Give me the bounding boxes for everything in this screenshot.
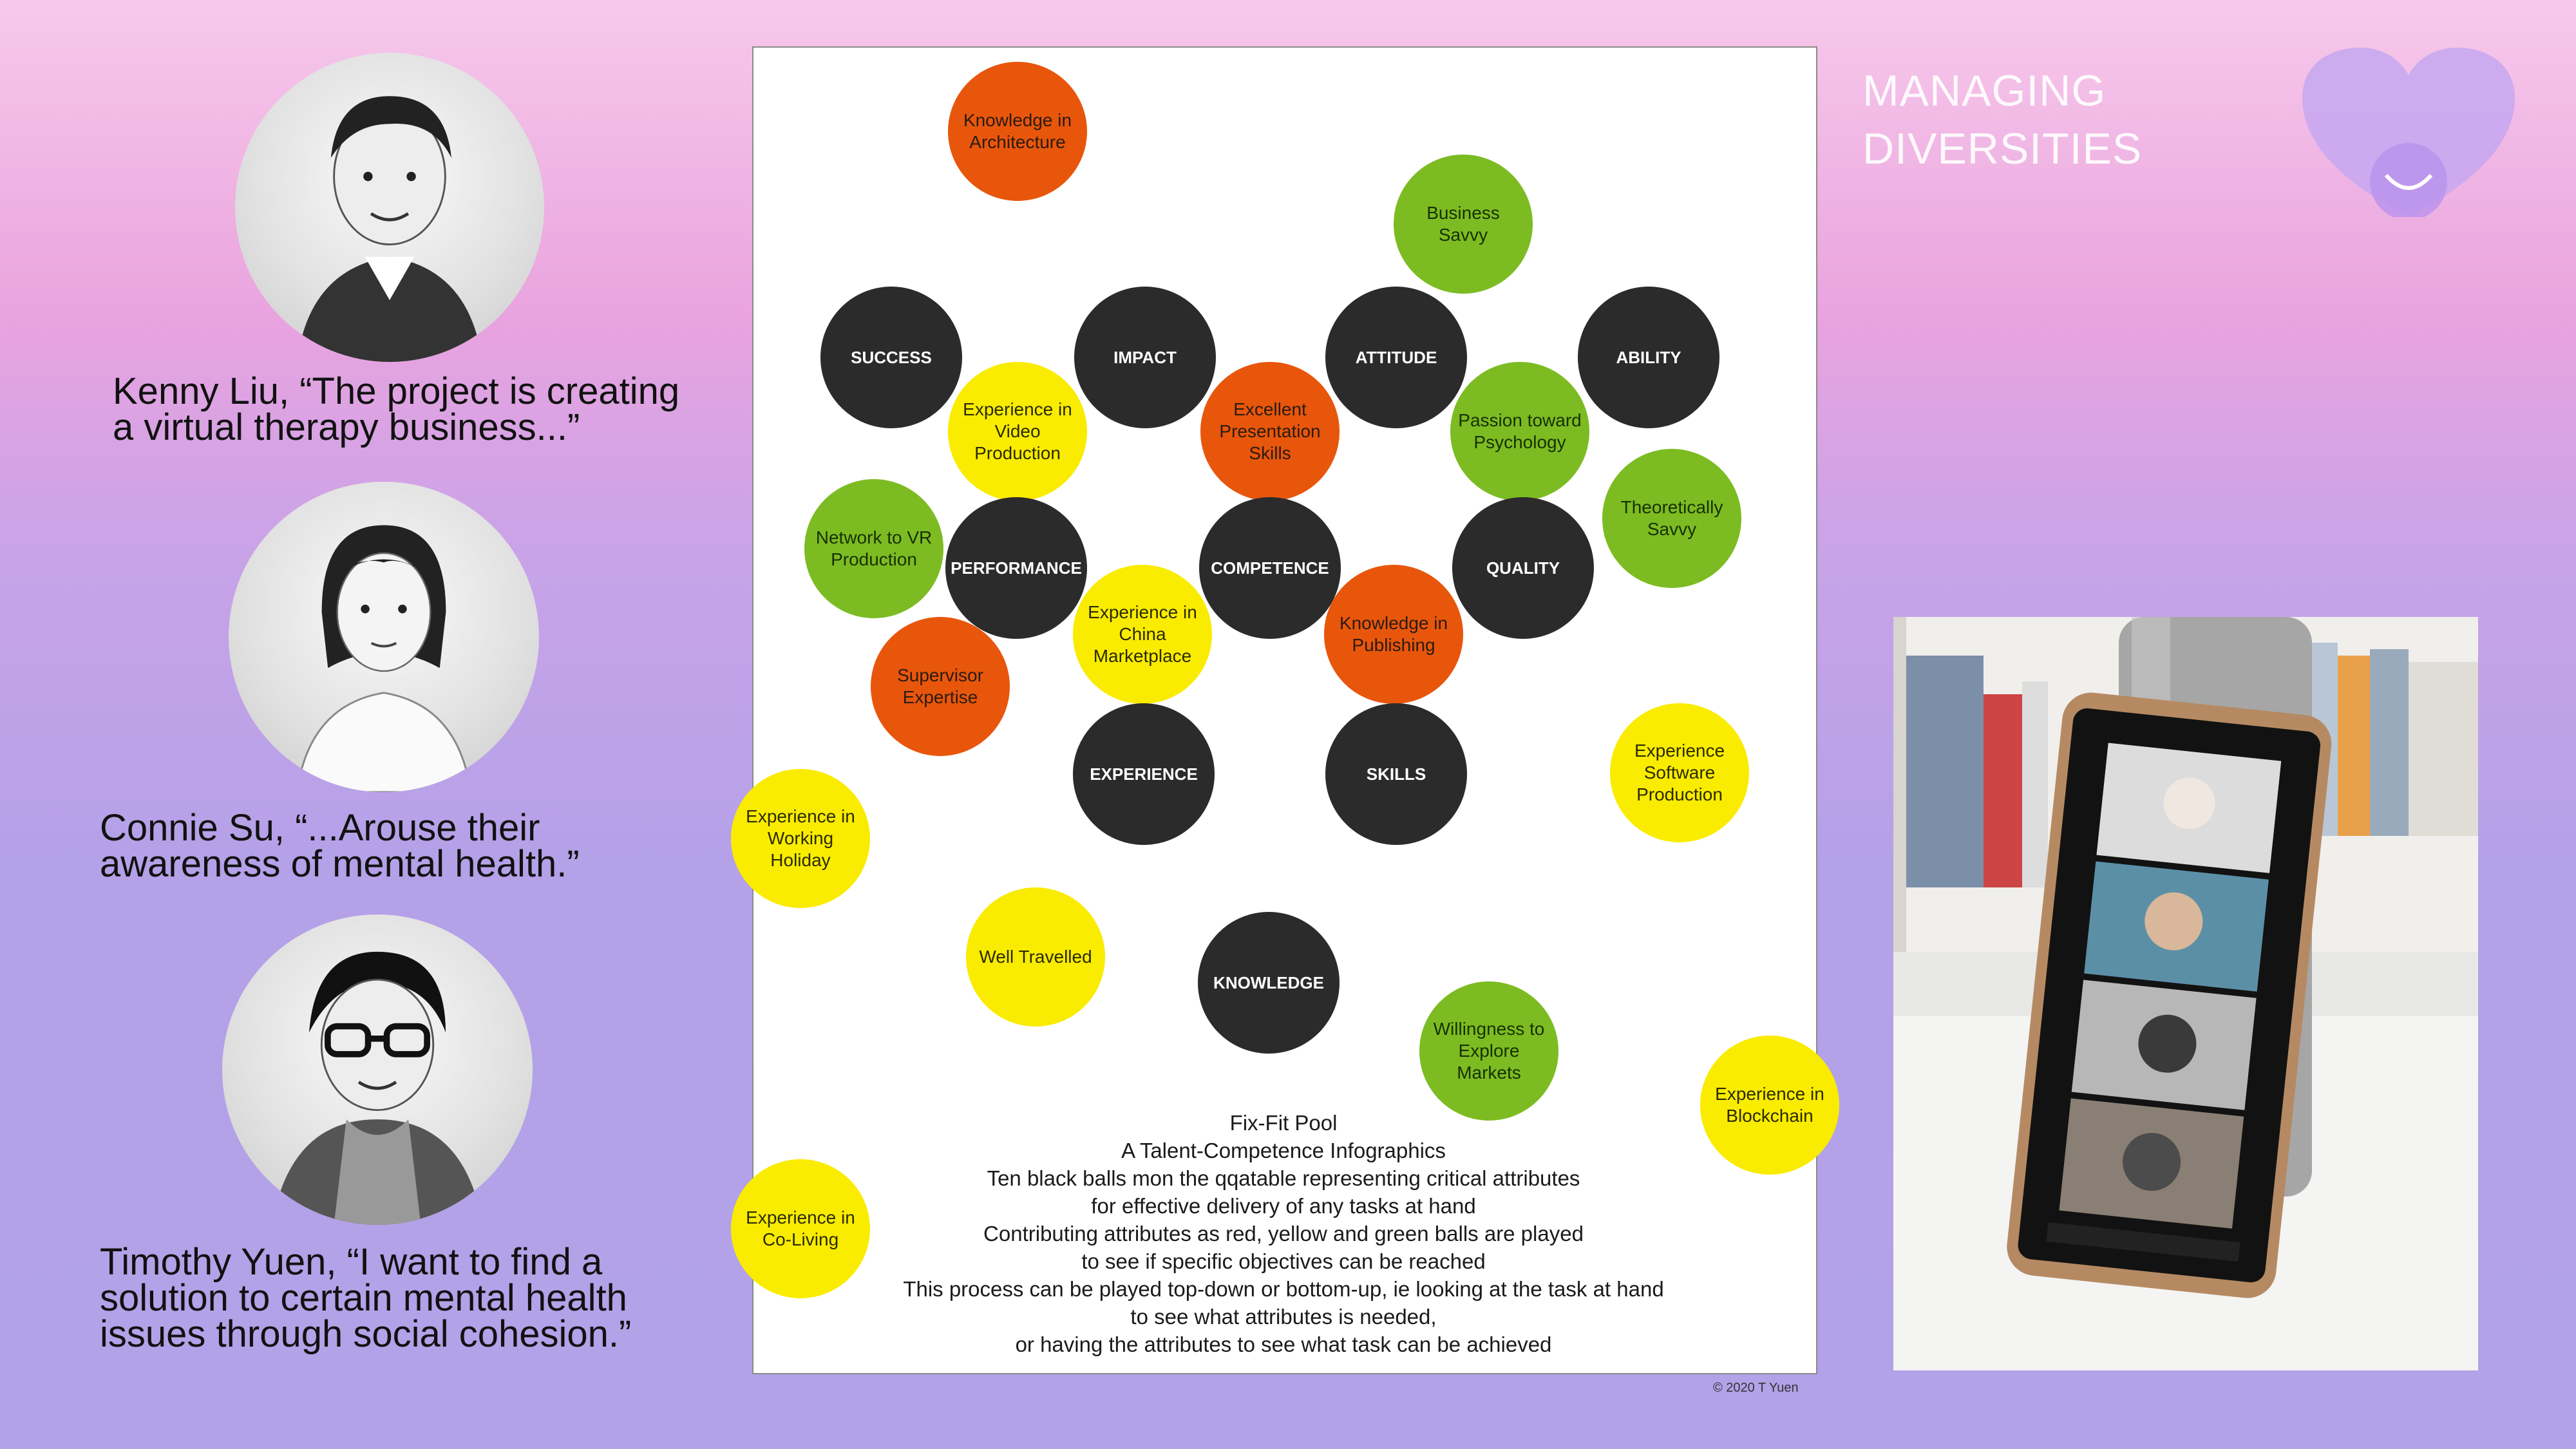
ball-label: SKILLS	[1366, 764, 1426, 784]
ball-success: SUCCESS	[820, 287, 962, 428]
ball-label: Passion toward Psychology	[1458, 410, 1582, 452]
ball-experience-in-co-living: Experience in Co-Living	[731, 1159, 870, 1298]
ball-label: PERFORMANCE	[951, 558, 1082, 578]
ball-label: Experience in China Marketplace	[1088, 602, 1197, 666]
ball-experience-in-blockchain: Experience in Blockchain	[1700, 1036, 1839, 1175]
ball-label: Experience in Video Production	[963, 399, 1072, 463]
ball-ability: ABILITY	[1578, 287, 1719, 428]
quote-connie-su: Connie Su, “...Arouse their awareness of…	[100, 807, 580, 885]
caption-line: to see if specific objectives can be rea…	[1081, 1249, 1486, 1273]
ball-supervisor-expertise: Supervisor Expertise	[871, 617, 1010, 756]
caption-line: Ten black balls mon the qqatable represe…	[987, 1166, 1580, 1190]
ball-label: Well Travelled	[979, 947, 1092, 967]
ball-experience-in-working-holiday: Experience in Working Holiday	[731, 769, 870, 908]
ball-quality: QUALITY	[1452, 497, 1594, 639]
ball-label: Experience in Co-Living	[746, 1208, 855, 1249]
ball-label: Knowledge in Publishing	[1339, 613, 1448, 655]
caption-title: Fix-Fit Pool	[1229, 1111, 1338, 1135]
ball-label: Excellent Presentation Skills	[1219, 399, 1321, 463]
caption-line: for effective delivery of any tasks at h…	[1091, 1194, 1476, 1218]
ball-experience: EXPERIENCE	[1073, 703, 1215, 845]
ball-label: EXPERIENCE	[1090, 764, 1198, 784]
ball-experience-in-video-production: Experience in Video Production	[948, 362, 1087, 501]
ball-label: Willingness to Explore Markets	[1433, 1019, 1545, 1083]
ball-label: Knowledge in Architecture	[963, 110, 1072, 152]
ball-knowledge: KNOWLEDGE	[1198, 912, 1340, 1054]
ball-competence: COMPETENCE	[1199, 497, 1341, 639]
ball-experience-in-china-marketplace: Experience in China Marketplace	[1073, 565, 1212, 704]
ball-attitude: ATTITUDE	[1325, 287, 1467, 428]
portrait-kenny-liu	[235, 53, 544, 362]
caption-line: Contributing attributes as red, yellow a…	[983, 1222, 1584, 1245]
ball-knowledge-in-architecture: Knowledge in Architecture	[948, 62, 1087, 201]
slide-title-line-2: DIVERSITIES	[1862, 124, 2143, 173]
caption-subtitle: A Talent-Competence Infographics	[1121, 1139, 1446, 1162]
ball-theoretically-savvy: Theoretically Savvy	[1602, 449, 1741, 588]
ball-skills: SKILLS	[1325, 703, 1467, 845]
portrait-timothy-yuen	[222, 914, 533, 1225]
quote-kenny-liu: Kenny Liu, “The project is creating a vi…	[113, 370, 680, 448]
video-call-phone-photo	[1893, 617, 2478, 1370]
ball-label: IMPACT	[1113, 347, 1177, 367]
caption-line: to see what attributes is needed,	[1130, 1305, 1437, 1329]
copyright-notice: © 2020 T Yuen	[1713, 1381, 1799, 1395]
ball-well-travelled: Well Travelled	[966, 887, 1105, 1027]
ball-performance: PERFORMANCE	[945, 497, 1087, 639]
ball-label: Supervisor Expertise	[897, 665, 983, 707]
logo-heart-icon	[2289, 46, 2528, 220]
ball-willingness-to-explore-markets: Willingness to Explore Markets	[1419, 981, 1558, 1121]
ball-label: Theoretically Savvy	[1620, 497, 1723, 539]
ball-label: ABILITY	[1616, 347, 1681, 367]
caption-line: This process can be played top-down or b…	[903, 1277, 1664, 1301]
portrait-connie-su	[229, 482, 539, 792]
quote-timothy-yuen: Timothy Yuen, “I want to find a solution…	[100, 1241, 632, 1355]
infographic-caption: Fix-Fit Pool A Talent-Competence Infogra…	[752, 1109, 1815, 1358]
ball-label: Experience in Working Holiday	[746, 806, 855, 870]
ball-label: Business Savvy	[1426, 203, 1500, 245]
ball-excellent-presentation-skills: Excellent Presentation Skills	[1200, 362, 1340, 501]
ball-knowledge-in-publishing: Knowledge in Publishing	[1324, 565, 1463, 704]
ball-network-to-vr-production: Network to VR Production	[804, 479, 943, 618]
ball-business-savvy: Business Savvy	[1394, 155, 1533, 294]
caption-line: or having the attributes to see what tas…	[1015, 1332, 1552, 1356]
ball-label: KNOWLEDGE	[1213, 972, 1324, 992]
ball-label: COMPETENCE	[1211, 558, 1329, 578]
ball-passion-toward-psychology: Passion toward Psychology	[1450, 362, 1589, 501]
ball-label: Network to VR Production	[815, 527, 933, 569]
ball-impact: IMPACT	[1074, 287, 1216, 428]
ball-label: Experience in Blockchain	[1715, 1084, 1824, 1126]
ball-label: QUALITY	[1486, 558, 1560, 578]
ball-label: Experience Software Production	[1634, 741, 1725, 804]
ball-label: ATTITUDE	[1355, 347, 1437, 367]
ball-experience-software-production: Experience Software Production	[1610, 703, 1749, 842]
ball-label: SUCCESS	[851, 347, 932, 367]
slide-title-line-1: MANAGING	[1862, 66, 2107, 115]
